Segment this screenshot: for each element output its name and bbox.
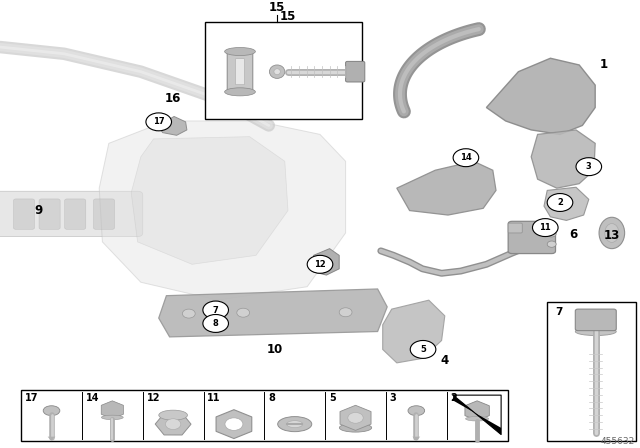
Text: 5: 5 <box>329 393 336 403</box>
Polygon shape <box>486 58 595 134</box>
Text: 8: 8 <box>213 319 218 328</box>
FancyBboxPatch shape <box>346 61 365 82</box>
Polygon shape <box>131 137 288 264</box>
Circle shape <box>203 314 228 332</box>
Polygon shape <box>159 116 187 135</box>
Bar <box>205 22 362 119</box>
Ellipse shape <box>274 69 280 74</box>
Ellipse shape <box>575 327 616 336</box>
Ellipse shape <box>225 88 255 96</box>
Text: 11: 11 <box>207 393 221 403</box>
Text: 7: 7 <box>213 306 218 314</box>
Polygon shape <box>47 437 56 441</box>
Bar <box>547 302 636 441</box>
Circle shape <box>182 309 195 318</box>
Text: 7: 7 <box>555 307 563 317</box>
Text: 11: 11 <box>540 223 551 232</box>
FancyBboxPatch shape <box>13 199 35 229</box>
Circle shape <box>532 219 558 237</box>
Circle shape <box>410 340 436 358</box>
Text: 8: 8 <box>268 393 275 403</box>
Text: 5: 5 <box>420 345 426 354</box>
FancyBboxPatch shape <box>508 223 522 233</box>
Text: 2: 2 <box>451 393 458 403</box>
Circle shape <box>146 113 172 131</box>
Text: 13: 13 <box>604 229 620 242</box>
Text: 15: 15 <box>269 1 285 14</box>
Text: 15: 15 <box>280 9 296 23</box>
Circle shape <box>453 149 479 167</box>
Text: 12: 12 <box>147 393 160 403</box>
Circle shape <box>547 241 556 247</box>
Ellipse shape <box>269 65 285 78</box>
Text: 12: 12 <box>314 260 326 269</box>
Text: 16: 16 <box>164 92 181 105</box>
FancyBboxPatch shape <box>65 199 86 229</box>
Ellipse shape <box>278 417 312 432</box>
Text: 10: 10 <box>267 343 284 356</box>
Ellipse shape <box>159 410 188 420</box>
Text: 4: 4 <box>440 353 448 367</box>
Circle shape <box>348 413 364 423</box>
Polygon shape <box>531 130 595 188</box>
Text: 6: 6 <box>570 228 577 241</box>
Ellipse shape <box>339 423 372 432</box>
Ellipse shape <box>101 415 123 420</box>
FancyBboxPatch shape <box>227 50 253 94</box>
Polygon shape <box>453 395 501 435</box>
FancyBboxPatch shape <box>236 59 244 85</box>
Circle shape <box>547 231 556 237</box>
Text: 2: 2 <box>557 198 563 207</box>
Circle shape <box>203 301 228 319</box>
Text: 17: 17 <box>153 117 164 126</box>
FancyBboxPatch shape <box>0 191 143 237</box>
FancyBboxPatch shape <box>508 221 556 254</box>
Text: 3: 3 <box>586 162 591 171</box>
Text: 17: 17 <box>25 393 38 403</box>
Ellipse shape <box>466 417 489 421</box>
Circle shape <box>307 255 333 273</box>
Circle shape <box>225 418 243 431</box>
Ellipse shape <box>287 421 303 427</box>
Text: 14: 14 <box>86 393 99 403</box>
Polygon shape <box>159 289 387 337</box>
Polygon shape <box>383 300 445 363</box>
Text: 455632: 455632 <box>600 437 635 446</box>
Circle shape <box>547 194 573 211</box>
FancyBboxPatch shape <box>93 199 115 229</box>
Circle shape <box>339 308 352 317</box>
Ellipse shape <box>605 224 619 242</box>
Text: 14: 14 <box>460 153 472 162</box>
Polygon shape <box>99 121 346 300</box>
FancyBboxPatch shape <box>575 309 616 331</box>
FancyBboxPatch shape <box>39 199 60 229</box>
Text: 1: 1 <box>600 58 608 71</box>
Polygon shape <box>397 161 496 215</box>
Ellipse shape <box>408 406 425 416</box>
Polygon shape <box>544 187 589 220</box>
Ellipse shape <box>225 47 255 56</box>
Bar <box>21 390 508 441</box>
Text: 3: 3 <box>390 393 397 403</box>
Circle shape <box>237 308 250 317</box>
Circle shape <box>576 158 602 176</box>
Text: 9: 9 <box>35 204 42 217</box>
Ellipse shape <box>44 406 60 416</box>
Polygon shape <box>413 437 420 441</box>
Circle shape <box>165 419 180 430</box>
Polygon shape <box>312 249 339 275</box>
Ellipse shape <box>599 217 625 249</box>
